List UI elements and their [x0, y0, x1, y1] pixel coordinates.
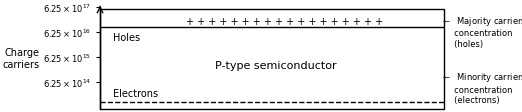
- Y-axis label: Charge
carriers: Charge carriers: [3, 48, 40, 69]
- Text: $\leftarrow$  Minority carriers
     concentration
     (electrons): $\leftarrow$ Minority carriers concentra…: [441, 71, 522, 104]
- Text: Electrons: Electrons: [113, 88, 158, 98]
- Text: Holes: Holes: [113, 33, 140, 43]
- Text: $\leftarrow$  Majority carriers
     concentration
     (holes): $\leftarrow$ Majority carriers concentra…: [441, 15, 522, 48]
- Text: + + + + + + + + + + + + + + + + + +: + + + + + + + + + + + + + + + + + +: [186, 17, 383, 27]
- Text: P-type semiconductor: P-type semiconductor: [215, 60, 337, 70]
